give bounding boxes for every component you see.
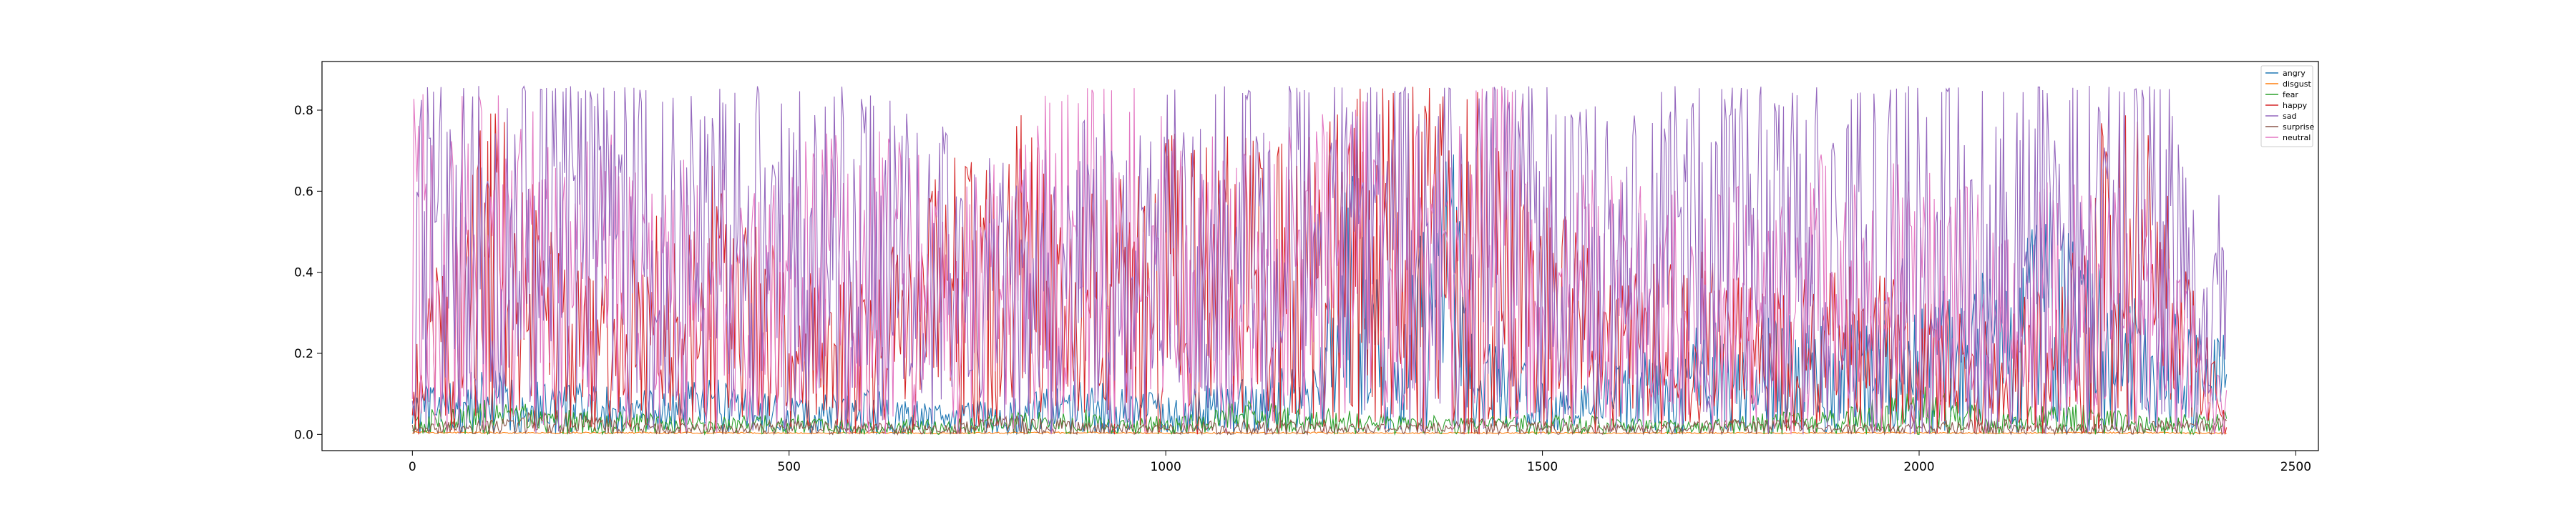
y-tick-label: 0.6 [294, 185, 313, 199]
y-tick-label: 0.0 [294, 428, 313, 442]
series-line-happy [411, 87, 2228, 435]
series-line-surprise [411, 409, 2227, 436]
legend-label-fear: fear [2283, 90, 2298, 99]
legend-label-sad: sad [2283, 112, 2296, 121]
series-line-fear [412, 386, 2228, 436]
y-tick-label: 0.8 [294, 104, 313, 118]
series-line-disgust [412, 431, 2227, 435]
x-tick-label: 1000 [1151, 460, 1181, 474]
x-tick-label: 2000 [1903, 460, 1934, 474]
legend-label-neutral: neutral [2283, 133, 2311, 142]
x-tick-label: 0 [409, 460, 416, 474]
legend-label-surprise: surprise [2283, 122, 2315, 132]
legend-label-angry: angry [2283, 69, 2306, 78]
series-layer [411, 85, 2228, 436]
plot-frame [321, 61, 2319, 451]
legend-label-disgust: disgust [2283, 79, 2311, 89]
series-line-sad [411, 85, 2228, 435]
y-tick-label: 0.2 [294, 347, 313, 361]
x-tick-label: 1500 [1527, 460, 1558, 474]
y-tick-label: 0.4 [294, 266, 313, 280]
x-axis: 0 500 1000 1500 2000 2500 [409, 451, 2311, 474]
legend-label-happy: happy [2283, 101, 2308, 110]
y-axis: 0.0 0.2 0.4 0.6 0.8 [294, 104, 322, 442]
series-line-neutral [411, 86, 2228, 435]
x-tick-label: 500 [778, 460, 801, 474]
x-tick-label: 2500 [2280, 460, 2311, 474]
